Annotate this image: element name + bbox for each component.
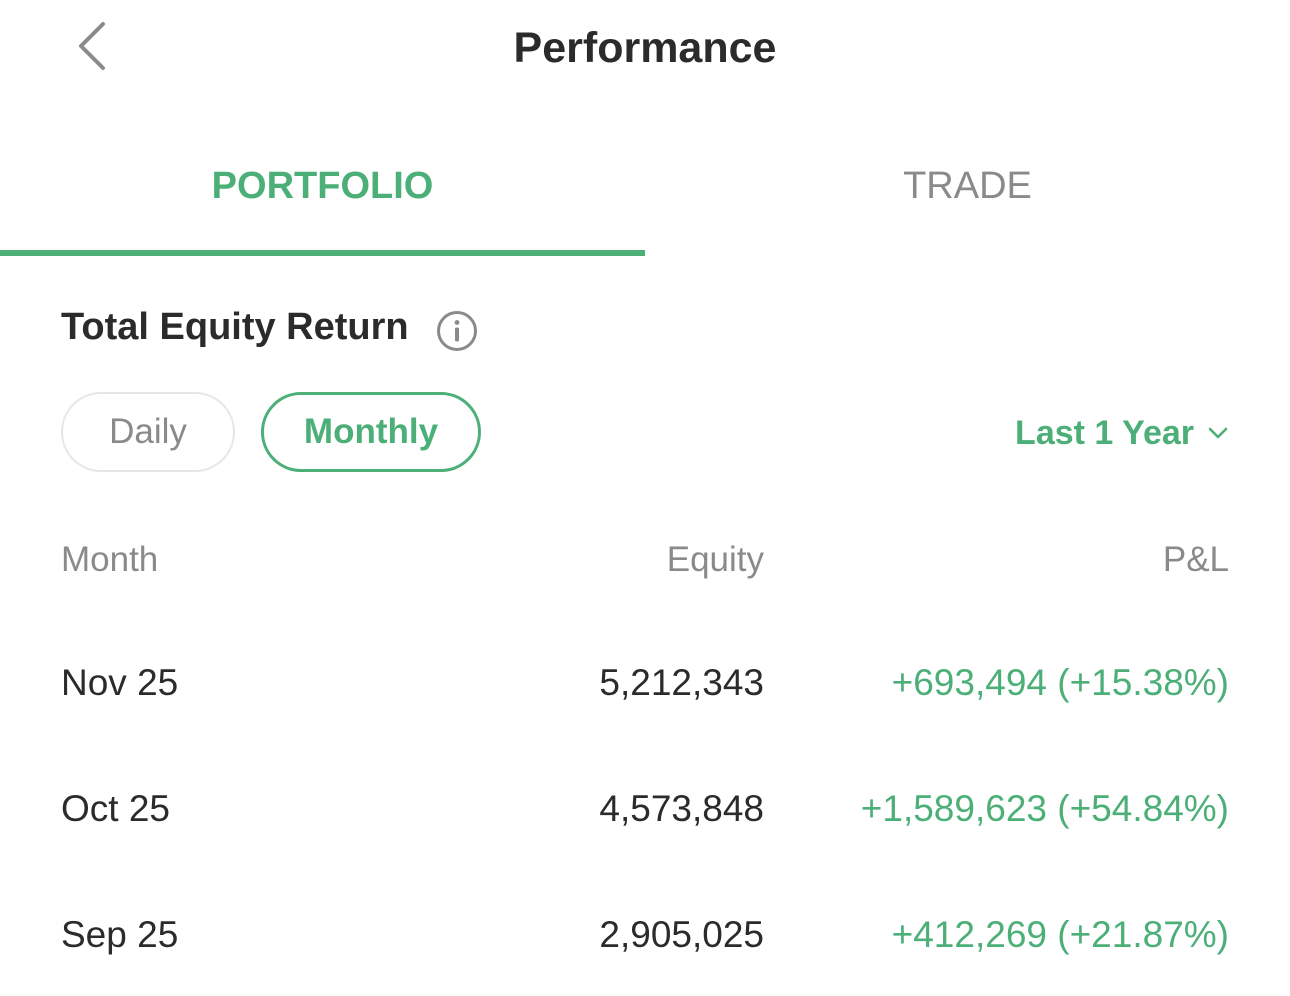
- daily-toggle-button[interactable]: Daily: [61, 392, 235, 472]
- equity-cell: 4,573,848: [599, 788, 764, 829]
- back-button[interactable]: [70, 18, 120, 74]
- range-label: Last 1 Year: [1015, 413, 1194, 452]
- tab-bar: PORTFOLIO TRADE: [0, 150, 1290, 256]
- column-header-month: Month: [61, 540, 159, 579]
- month-cell: Nov 25: [61, 662, 179, 703]
- table-row: Sep 25 2,905,025 +412,269 (+21.87%): [0, 914, 1290, 974]
- top-bar: Performance: [0, 0, 1290, 100]
- range-dropdown[interactable]: Last 1 Year: [1015, 410, 1230, 456]
- chevron-left-icon: [79, 22, 105, 70]
- monthly-toggle-button[interactable]: Monthly: [261, 392, 481, 472]
- info-icon[interactable]: [436, 310, 478, 352]
- column-header-pl: P&L: [1162, 540, 1229, 579]
- equity-cell: 2,905,025: [599, 914, 764, 955]
- pl-cell: +1,589,623 (+54.84%): [860, 788, 1229, 829]
- tab-portfolio[interactable]: PORTFOLIO: [211, 165, 434, 207]
- month-cell: Sep 25: [61, 914, 179, 955]
- month-cell: Oct 25: [61, 788, 170, 829]
- tab-trade[interactable]: TRADE: [903, 165, 1032, 207]
- active-tab-indicator: [0, 250, 645, 256]
- equity-cell: 5,212,343: [599, 662, 764, 703]
- section-title: Total Equity Return: [61, 306, 409, 348]
- column-header-equity: Equity: [666, 540, 764, 579]
- pl-cell: +412,269 (+21.87%): [891, 914, 1229, 955]
- page-title: Performance: [513, 24, 777, 72]
- pl-cell: +693,494 (+15.38%): [891, 662, 1229, 703]
- table-row: Nov 25 5,212,343 +693,494 (+15.38%): [0, 662, 1290, 722]
- chevron-down-icon: [1208, 427, 1228, 439]
- table-row: Oct 25 4,573,848 +1,589,623 (+54.84%): [0, 788, 1290, 848]
